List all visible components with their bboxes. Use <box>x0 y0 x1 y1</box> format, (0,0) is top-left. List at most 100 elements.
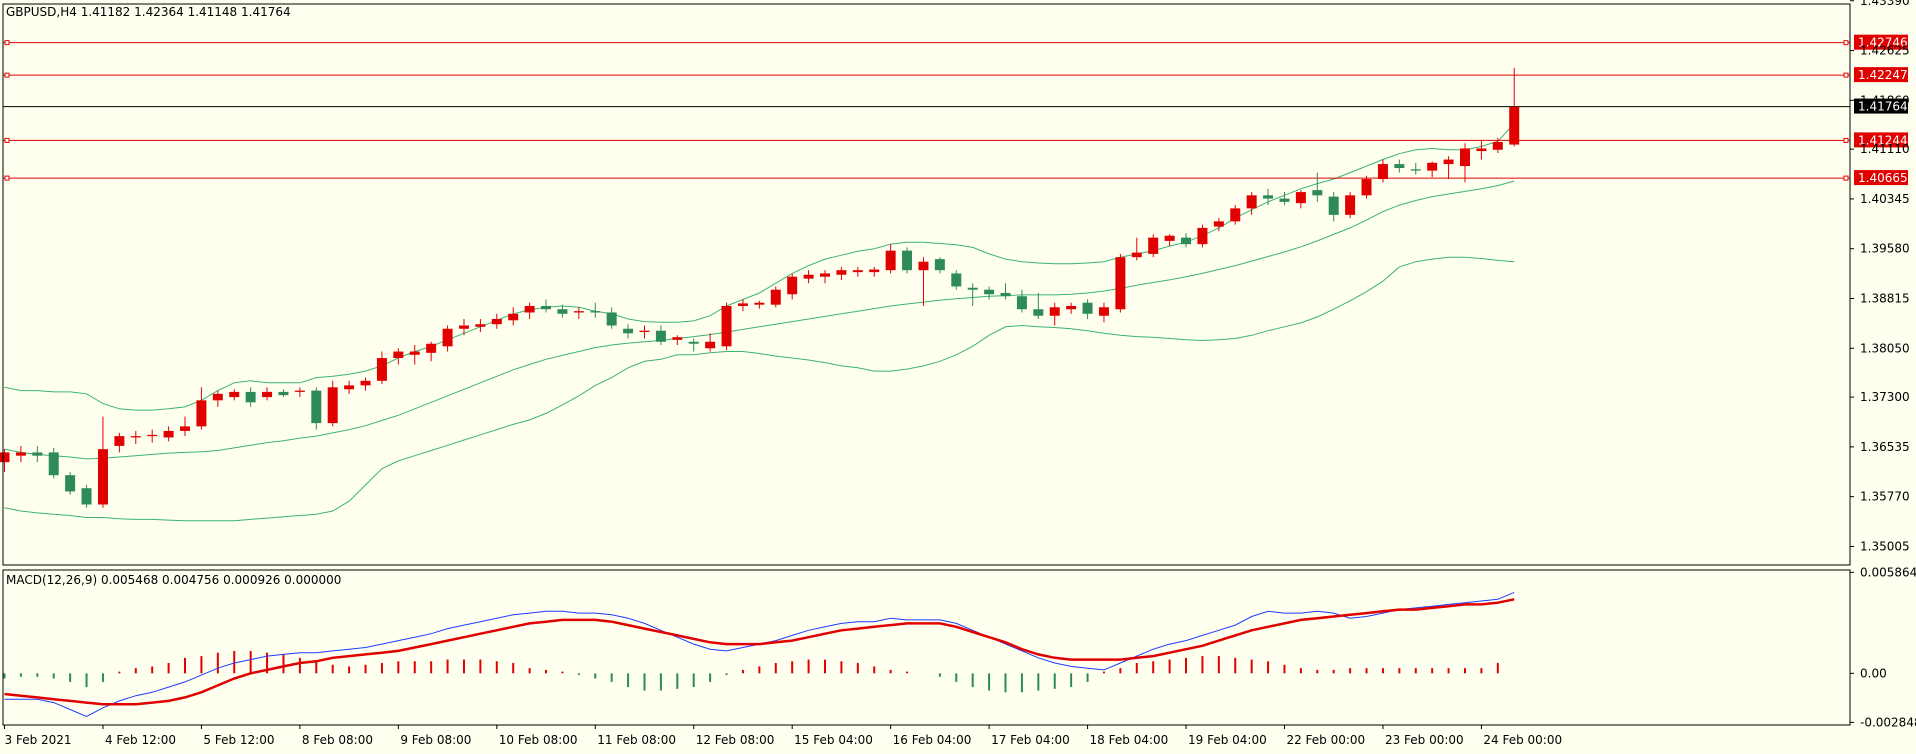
candle[interactable] <box>672 335 683 346</box>
candle[interactable] <box>458 318 469 336</box>
candle[interactable] <box>705 333 716 352</box>
candle[interactable] <box>97 416 108 508</box>
candle[interactable] <box>48 447 59 479</box>
candle[interactable] <box>1509 67 1520 147</box>
candle[interactable] <box>655 325 666 346</box>
candle[interactable] <box>1427 161 1438 178</box>
candle[interactable] <box>229 389 240 401</box>
candle[interactable] <box>902 247 913 274</box>
candle[interactable] <box>1377 159 1388 183</box>
candle[interactable] <box>1394 159 1405 173</box>
candle[interactable] <box>180 416 191 437</box>
candle[interactable] <box>934 257 945 274</box>
candle[interactable] <box>491 313 502 329</box>
candle[interactable] <box>639 325 650 339</box>
candle[interactable] <box>278 389 289 398</box>
level-handle-left[interactable] <box>4 137 10 143</box>
candle[interactable] <box>1164 234 1175 247</box>
candle[interactable] <box>770 286 781 308</box>
candle[interactable] <box>1230 205 1241 225</box>
candle[interactable] <box>1279 192 1290 206</box>
candle[interactable] <box>508 307 519 326</box>
candle[interactable] <box>1492 138 1503 154</box>
candle[interactable] <box>1345 192 1356 219</box>
candle[interactable] <box>196 387 207 430</box>
candle[interactable] <box>65 471 76 495</box>
candle[interactable] <box>737 299 748 312</box>
candle[interactable] <box>820 270 830 284</box>
candle[interactable] <box>1131 237 1142 261</box>
candle[interactable] <box>1295 190 1306 209</box>
candle[interactable] <box>885 244 896 274</box>
candle[interactable] <box>0 449 10 472</box>
candle[interactable] <box>918 257 929 306</box>
candle[interactable] <box>212 390 223 407</box>
candle[interactable] <box>590 302 601 318</box>
candle[interactable] <box>147 429 158 443</box>
candle[interactable] <box>623 324 634 339</box>
candle[interactable] <box>1049 302 1060 326</box>
price-pane[interactable] <box>0 40 1850 522</box>
candle[interactable] <box>409 345 420 365</box>
candle[interactable] <box>606 307 617 329</box>
candle[interactable] <box>344 380 355 394</box>
candle[interactable] <box>573 307 584 319</box>
candle[interactable] <box>1443 156 1454 180</box>
candle[interactable] <box>984 286 995 300</box>
candle[interactable] <box>1213 218 1224 232</box>
candle[interactable] <box>787 273 798 300</box>
level-handle-left[interactable] <box>4 40 10 46</box>
macd-pane[interactable] <box>3 591 1515 717</box>
candle[interactable] <box>1410 162 1421 175</box>
candle[interactable] <box>311 387 322 430</box>
candle[interactable] <box>836 266 847 280</box>
candle[interactable] <box>426 341 437 362</box>
candle[interactable] <box>245 387 256 407</box>
candle[interactable] <box>81 484 92 508</box>
candle[interactable] <box>1115 253 1126 313</box>
candle[interactable] <box>541 299 552 313</box>
candle[interactable] <box>393 348 404 365</box>
candle[interactable] <box>32 445 43 463</box>
candle[interactable] <box>688 338 699 352</box>
candle[interactable] <box>294 387 305 398</box>
level-handle-right[interactable] <box>1843 72 1849 78</box>
candle[interactable] <box>852 266 863 277</box>
candle[interactable] <box>1181 233 1192 248</box>
candle[interactable] <box>1197 224 1208 248</box>
candle[interactable] <box>1082 299 1093 319</box>
candle[interactable] <box>803 270 814 284</box>
candle[interactable] <box>130 430 141 444</box>
candle[interactable] <box>1066 302 1077 314</box>
candle[interactable] <box>951 270 962 290</box>
candle[interactable] <box>1459 143 1470 183</box>
level-handle-right[interactable] <box>1843 175 1849 181</box>
level-handle-right[interactable] <box>1843 137 1849 143</box>
candle[interactable] <box>1312 172 1323 202</box>
candle[interactable] <box>1098 302 1109 323</box>
candle[interactable] <box>1000 283 1011 300</box>
candle[interactable] <box>524 302 535 319</box>
candle[interactable] <box>15 445 26 463</box>
candle[interactable] <box>721 302 732 351</box>
candle[interactable] <box>262 387 273 401</box>
candle[interactable] <box>1148 234 1159 258</box>
level-handle-right[interactable] <box>1843 40 1849 46</box>
candle[interactable] <box>967 283 978 306</box>
candle[interactable] <box>163 426 174 442</box>
candle[interactable] <box>376 351 387 385</box>
candle[interactable] <box>114 432 125 453</box>
candle[interactable] <box>1476 140 1487 160</box>
candle[interactable] <box>327 380 338 427</box>
candle[interactable] <box>1016 289 1027 313</box>
candle[interactable] <box>1263 188 1274 206</box>
candle[interactable] <box>1328 192 1339 222</box>
candle[interactable] <box>442 325 453 352</box>
candle[interactable] <box>1033 292 1044 319</box>
level-handle-left[interactable] <box>4 72 10 78</box>
candle[interactable] <box>1361 175 1372 199</box>
candle[interactable] <box>1246 192 1257 215</box>
candle[interactable] <box>475 318 486 333</box>
candle[interactable] <box>754 300 765 309</box>
